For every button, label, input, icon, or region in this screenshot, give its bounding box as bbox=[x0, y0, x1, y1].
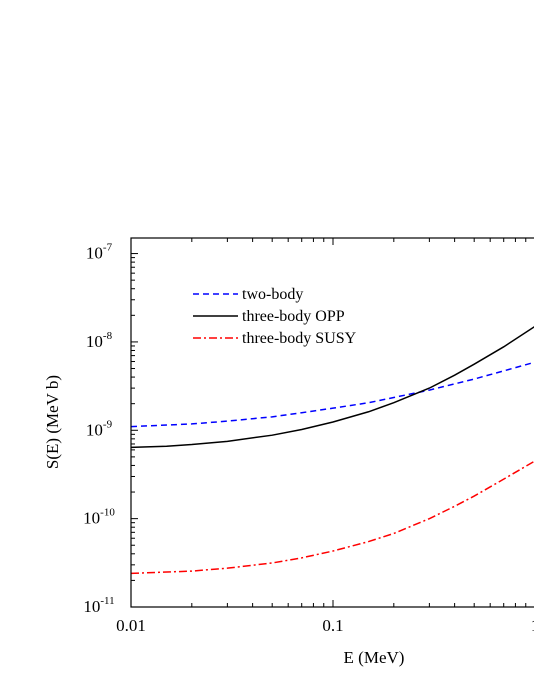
x-tick-label: 1 bbox=[531, 616, 534, 635]
series-line-three-body-susy bbox=[131, 460, 534, 575]
plot-frame bbox=[130, 237, 534, 608]
series-line-two-body bbox=[131, 361, 534, 428]
y-axis-title: S(E) (MeV b) bbox=[43, 375, 62, 469]
x-axis-title: E (MeV) bbox=[344, 648, 405, 667]
legend-label: three-body SUSY bbox=[242, 330, 357, 347]
y-tick-label: 10-9 bbox=[86, 418, 113, 439]
tick-labels-layer: 0.01 0.1 1 10-11 10-10 10-9 10-8 10-7 bbox=[83, 242, 534, 635]
y-tick-label: 10-11 bbox=[83, 595, 114, 616]
series-line-three-body-opp bbox=[131, 326, 534, 449]
series-layer bbox=[131, 326, 534, 575]
x-tick-label: 0.1 bbox=[322, 616, 343, 635]
y-tick-label: 10-10 bbox=[83, 507, 115, 528]
legend-label: two-body bbox=[242, 286, 303, 303]
y-tick-label: 10-8 bbox=[86, 330, 113, 351]
x-tick-label: 0.01 bbox=[116, 616, 146, 635]
y-tick-label: 10-7 bbox=[86, 242, 113, 263]
legend: two-body three-body OPP three-body SUSY bbox=[193, 286, 357, 347]
legend-label: three-body OPP bbox=[242, 308, 345, 325]
